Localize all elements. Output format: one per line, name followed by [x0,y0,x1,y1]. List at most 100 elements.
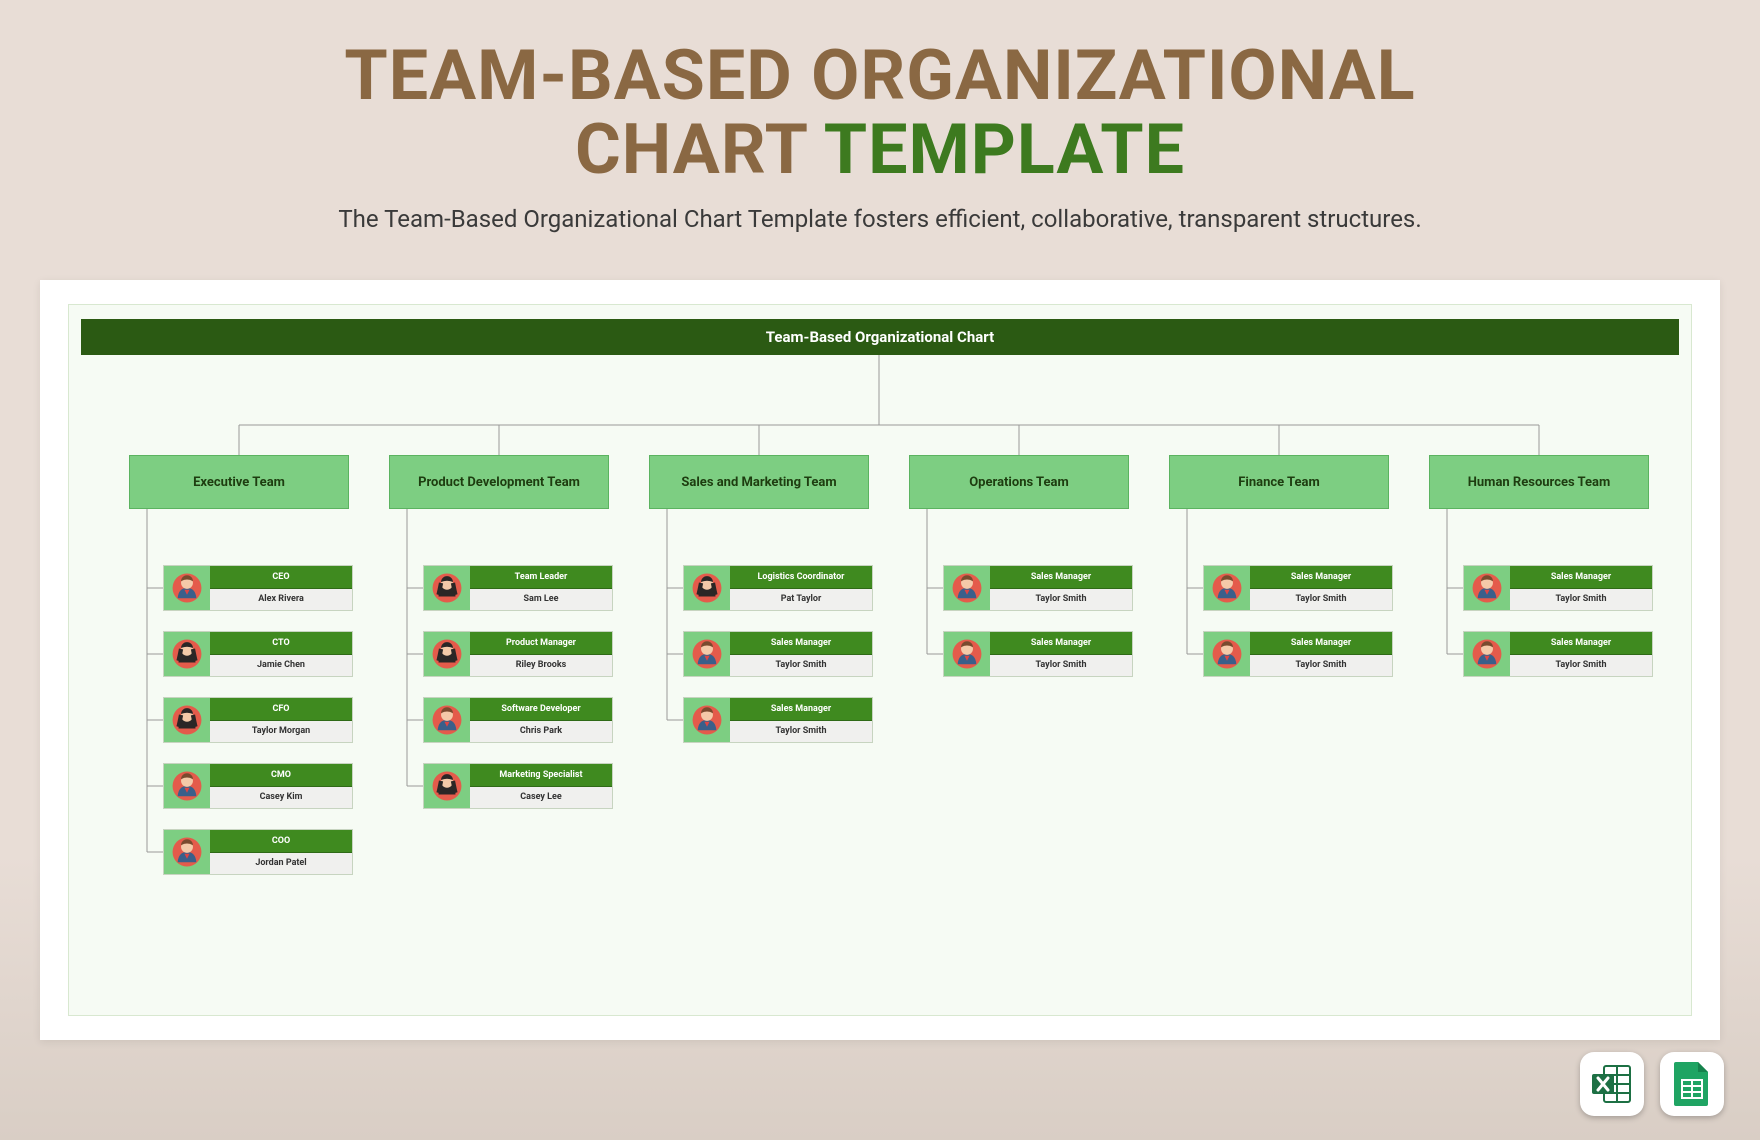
member-info: Sales ManagerTaylor Smith [1250,566,1392,610]
member-name: Alex Rivera [210,589,352,611]
team-label: Executive Team [193,475,285,490]
team-box: Executive Team [129,455,349,509]
member-role: Marketing Specialist [470,764,612,787]
member-role: Sales Manager [990,566,1132,589]
member-name: Taylor Morgan [210,721,352,743]
member-role: Logistics Coordinator [730,566,872,589]
member-name: Taylor Smith [1510,589,1652,611]
member-role: Sales Manager [1510,566,1652,589]
member-info: Sales ManagerTaylor Smith [990,566,1132,610]
member-card: CFOTaylor Morgan [163,697,353,743]
member-info: Sales ManagerTaylor Smith [990,632,1132,676]
member-card: Logistics CoordinatorPat Taylor [683,565,873,611]
team-label: Human Resources Team [1468,475,1611,490]
member-card: Sales ManagerTaylor Smith [683,631,873,677]
member-info: CMOCasey Kim [210,764,352,808]
team-label: Finance Team [1238,475,1320,490]
member-info: Marketing SpecialistCasey Lee [470,764,612,808]
member-name: Jordan Patel [210,853,352,875]
member-info: Sales ManagerTaylor Smith [1510,566,1652,610]
member-name: Taylor Smith [1510,655,1652,677]
title-line2a: CHART [575,109,824,191]
member-role: Sales Manager [730,632,872,655]
member-card: Sales ManagerTaylor Smith [1463,565,1653,611]
member-card: Sales ManagerTaylor Smith [1203,565,1393,611]
team-box: Operations Team [909,455,1129,509]
subtitle: The Team-Based Organizational Chart Temp… [0,205,1760,233]
app-icons [1580,1052,1724,1116]
member-card: Sales ManagerTaylor Smith [943,631,1133,677]
avatar-icon [1464,632,1510,676]
member-info: CTOJamie Chen [210,632,352,676]
member-card: CEOAlex Rivera [163,565,353,611]
member-card: Team LeaderSam Lee [423,565,613,611]
member-name: Taylor Smith [1250,655,1392,677]
member-card: Sales ManagerTaylor Smith [683,697,873,743]
member-info: CEOAlex Rivera [210,566,352,610]
member-role: Sales Manager [1250,566,1392,589]
member-info: Sales ManagerTaylor Smith [730,698,872,742]
member-card: COOJordan Patel [163,829,353,875]
avatar-icon [944,632,990,676]
member-role: Product Manager [470,632,612,655]
member-card: CTOJamie Chen [163,631,353,677]
member-name: Chris Park [470,721,612,743]
chart-panel: Team-Based Organizational Chart Executiv… [40,280,1720,1040]
member-card: CMOCasey Kim [163,763,353,809]
member-name: Casey Kim [210,787,352,809]
excel-icon [1580,1052,1644,1116]
avatar-icon [1204,566,1250,610]
member-info: Sales ManagerTaylor Smith [1510,632,1652,676]
member-name: Jamie Chen [210,655,352,677]
title-block: TEAM-BASED ORGANIZATIONAL CHART TEMPLATE… [0,0,1760,233]
avatar-icon [164,698,210,742]
member-role: Sales Manager [1510,632,1652,655]
team-box: Human Resources Team [1429,455,1649,509]
avatar-icon [164,764,210,808]
avatar-icon [684,632,730,676]
member-info: COOJordan Patel [210,830,352,874]
member-info: Sales ManagerTaylor Smith [1250,632,1392,676]
member-name: Casey Lee [470,787,612,809]
team-box: Sales and Marketing Team [649,455,869,509]
avatar-icon [424,632,470,676]
member-name: Taylor Smith [730,721,872,743]
title-line2b: TEMPLATE [824,109,1185,191]
avatar-icon [1204,632,1250,676]
member-role: Sales Manager [1250,632,1392,655]
member-info: Logistics CoordinatorPat Taylor [730,566,872,610]
avatar-icon [164,830,210,874]
sheets-icon [1660,1052,1724,1116]
member-role: CTO [210,632,352,655]
avatar-icon [424,566,470,610]
title-line1: TEAM-BASED ORGANIZATIONAL [0,40,1760,114]
member-card: Sales ManagerTaylor Smith [1203,631,1393,677]
member-info: Product ManagerRiley Brooks [470,632,612,676]
avatar-icon [424,698,470,742]
member-role: Sales Manager [990,632,1132,655]
member-role: CMO [210,764,352,787]
member-name: Riley Brooks [470,655,612,677]
avatar-icon [164,566,210,610]
member-info: Sales ManagerTaylor Smith [730,632,872,676]
team-label: Operations Team [969,475,1069,490]
title-line2: CHART TEMPLATE [0,114,1760,188]
team-label: Sales and Marketing Team [681,475,836,490]
member-info: Software DeveloperChris Park [470,698,612,742]
team-box: Finance Team [1169,455,1389,509]
member-role: Sales Manager [730,698,872,721]
member-name: Taylor Smith [730,655,872,677]
avatar-icon [944,566,990,610]
member-name: Pat Taylor [730,589,872,611]
member-card: Marketing SpecialistCasey Lee [423,763,613,809]
member-role: CFO [210,698,352,721]
member-name: Taylor Smith [990,655,1132,677]
member-card: Software DeveloperChris Park [423,697,613,743]
member-card: Sales ManagerTaylor Smith [943,565,1133,611]
member-card: Sales ManagerTaylor Smith [1463,631,1653,677]
avatar-icon [684,698,730,742]
member-info: CFOTaylor Morgan [210,698,352,742]
team-box: Product Development Team [389,455,609,509]
avatar-icon [684,566,730,610]
member-info: Team LeaderSam Lee [470,566,612,610]
